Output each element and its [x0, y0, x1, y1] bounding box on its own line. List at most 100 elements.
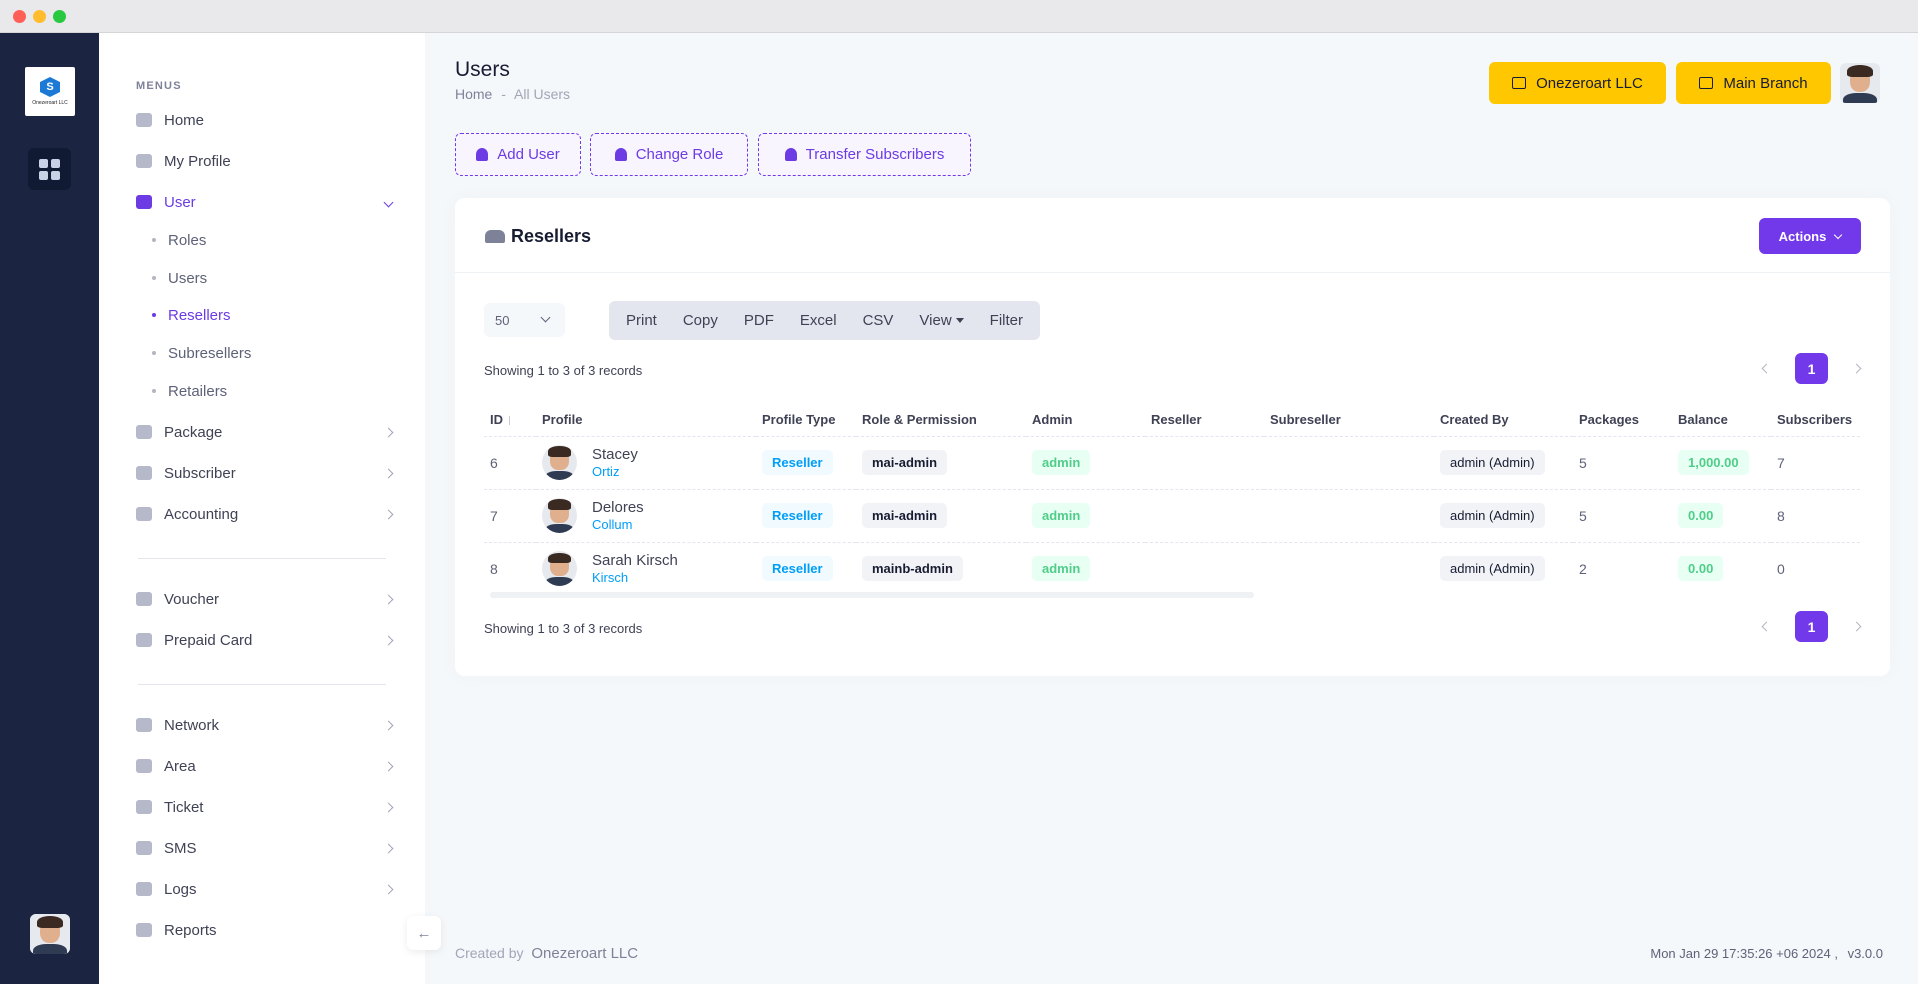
ticket-icon	[136, 800, 152, 814]
created-by-badge: admin (Admin)	[1440, 556, 1545, 582]
chevron-left-icon[interactable]	[1761, 621, 1772, 632]
admin-badge: admin	[1032, 503, 1091, 528]
sidebar-item-subscriber[interactable]: Subscriber	[136, 461, 394, 485]
change-role-button[interactable]: Change Role	[590, 133, 748, 176]
add-user-button[interactable]: Add User	[455, 133, 581, 176]
cell-role: mai-admin	[856, 436, 1026, 490]
company-logo[interactable]: S Onezeroart LLC	[25, 67, 75, 116]
profile-subname[interactable]: Ortiz	[592, 463, 620, 479]
scrollbar-thumb[interactable]	[490, 592, 1254, 598]
profile-name[interactable]: Delores	[592, 498, 644, 516]
column-created-by[interactable]: Created By	[1434, 403, 1573, 437]
page-button-1[interactable]: 1	[1795, 353, 1828, 384]
package-icon	[136, 425, 152, 439]
sidebar-subitem-users[interactable]: Users	[152, 267, 207, 289]
chevron-right-icon	[383, 802, 394, 812]
menu-heading: MENUS	[136, 80, 182, 92]
sidebar-item-area[interactable]: Area	[136, 754, 394, 778]
csv-button[interactable]: CSV	[862, 312, 894, 329]
chevron-right-icon	[383, 509, 394, 519]
users-icon	[485, 230, 505, 243]
sidebar-item-user[interactable]: User	[136, 190, 394, 214]
column-profile-type[interactable]: Profile Type	[756, 403, 856, 437]
profile-name[interactable]: Sarah Kirsch	[592, 551, 678, 569]
sidebar-item-logs[interactable]: Logs	[136, 877, 394, 901]
sidebar-item-my-profile[interactable]: My Profile	[136, 149, 392, 173]
minimize-window-icon[interactable]	[33, 10, 46, 23]
profile-name[interactable]: Stacey	[592, 445, 638, 463]
column-profile[interactable]: Profile	[536, 403, 756, 437]
column-subreseller[interactable]: Subreseller	[1264, 403, 1434, 437]
column-role[interactable]: Role & Permission	[856, 403, 1026, 437]
pagination-top: 1	[1761, 353, 1862, 384]
breadcrumb-home[interactable]: Home	[455, 86, 493, 102]
close-window-icon[interactable]	[13, 10, 26, 23]
app-rail: S Onezeroart LLC	[0, 33, 99, 984]
sidebar-subitem-subresellers[interactable]: Subresellers	[152, 342, 251, 364]
table-header-row: ID Profile Profile Type Role & Permissio…	[484, 403, 1860, 437]
sort-icon	[509, 415, 514, 425]
logo-text: Onezeroart LLC	[32, 100, 68, 106]
sidebar-subitem-roles[interactable]: Roles	[152, 229, 206, 251]
filter-button[interactable]: Filter	[989, 312, 1023, 329]
chevron-right-icon	[383, 720, 394, 730]
column-admin[interactable]: Admin	[1026, 403, 1145, 437]
column-packages[interactable]: Packages	[1573, 403, 1672, 437]
balance-badge: 0.00	[1678, 556, 1724, 582]
cell-profile: Stacey Ortiz	[536, 436, 756, 490]
sidebar-item-sms[interactable]: SMS	[136, 836, 394, 860]
footer-meta: Mon Jan 29 17:35:26 +06 2024 , v3.0.0	[1650, 946, 1883, 961]
chevron-right-icon[interactable]	[1851, 621, 1862, 632]
chevron-right-icon[interactable]	[1851, 363, 1862, 374]
copy-button[interactable]: Copy	[682, 312, 718, 329]
profile-icon	[136, 154, 152, 168]
column-id[interactable]: ID	[484, 403, 536, 437]
profile-subname[interactable]: Collum	[592, 516, 633, 532]
profile-type-badge: Reseller	[762, 556, 833, 582]
header-user-avatar[interactable]	[1840, 63, 1880, 103]
export-button-group: Print Copy PDF Excel CSV View Filter	[609, 301, 1040, 340]
profile-type-badge: Reseller	[762, 503, 833, 528]
actions-dropdown-button[interactable]: Actions	[1759, 218, 1861, 254]
chevron-left-icon[interactable]	[1761, 363, 1772, 374]
column-reseller[interactable]: Reseller	[1145, 403, 1264, 437]
avatar	[542, 498, 577, 533]
profile-subname[interactable]: Kirsch	[592, 569, 629, 585]
table-row: 7 Delores Collum Reseller mai-admin admin…	[484, 489, 1860, 543]
print-button[interactable]: Print	[626, 312, 657, 329]
company-button[interactable]: Onezeroart LLC	[1489, 62, 1666, 104]
dashboard-grid-icon[interactable]	[28, 148, 71, 190]
cell-profile-type: Reseller	[756, 542, 856, 595]
collapse-sidebar-button[interactable]: ←	[407, 916, 441, 950]
cell-profile: Sarah Kirsch Kirsch	[536, 542, 756, 595]
sidebar-item-accounting[interactable]: Accounting	[136, 502, 394, 526]
excel-button[interactable]: Excel	[799, 312, 837, 329]
branch-button[interactable]: Main Branch	[1676, 62, 1831, 104]
resellers-table: ID Profile Profile Type Role & Permissio…	[484, 403, 1860, 595]
maximize-window-icon[interactable]	[53, 10, 66, 23]
sidebar-item-package[interactable]: Package	[136, 420, 394, 444]
table-horizontal-scrollbar[interactable]	[484, 592, 1860, 598]
view-dropdown-button[interactable]: View	[906, 301, 976, 340]
balance-badge: 1,000.00	[1678, 450, 1749, 475]
sidebar-item-network[interactable]: Network	[136, 713, 394, 737]
sidebar-subitem-retailers[interactable]: Retailers	[152, 380, 227, 402]
created-by-badge: admin (Admin)	[1440, 503, 1545, 528]
sidebar-item-reports[interactable]: Reports	[136, 918, 392, 942]
cell-subreseller	[1264, 489, 1434, 543]
sidebar-subitem-resellers[interactable]: Resellers	[152, 304, 231, 326]
footer-org-link[interactable]: Onezeroart LLC	[531, 945, 639, 962]
pdf-button[interactable]: PDF	[743, 312, 774, 329]
column-balance[interactable]: Balance	[1672, 403, 1771, 437]
cell-admin: admin	[1026, 489, 1145, 543]
transfer-subscribers-button[interactable]: Transfer Subscribers	[758, 133, 971, 176]
user-avatar[interactable]	[30, 914, 70, 954]
per-page-select[interactable]: 50	[484, 303, 565, 337]
sidebar-item-home[interactable]: Home	[136, 108, 392, 132]
sidebar-item-prepaid-card[interactable]: Prepaid Card	[136, 628, 394, 652]
cell-role: mainb-admin	[856, 542, 1026, 595]
sidebar-item-ticket[interactable]: Ticket	[136, 795, 394, 819]
column-subscribers[interactable]: Subscribers	[1771, 403, 1860, 437]
sidebar-item-voucher[interactable]: Voucher	[136, 587, 394, 611]
page-button-1[interactable]: 1	[1795, 611, 1828, 642]
